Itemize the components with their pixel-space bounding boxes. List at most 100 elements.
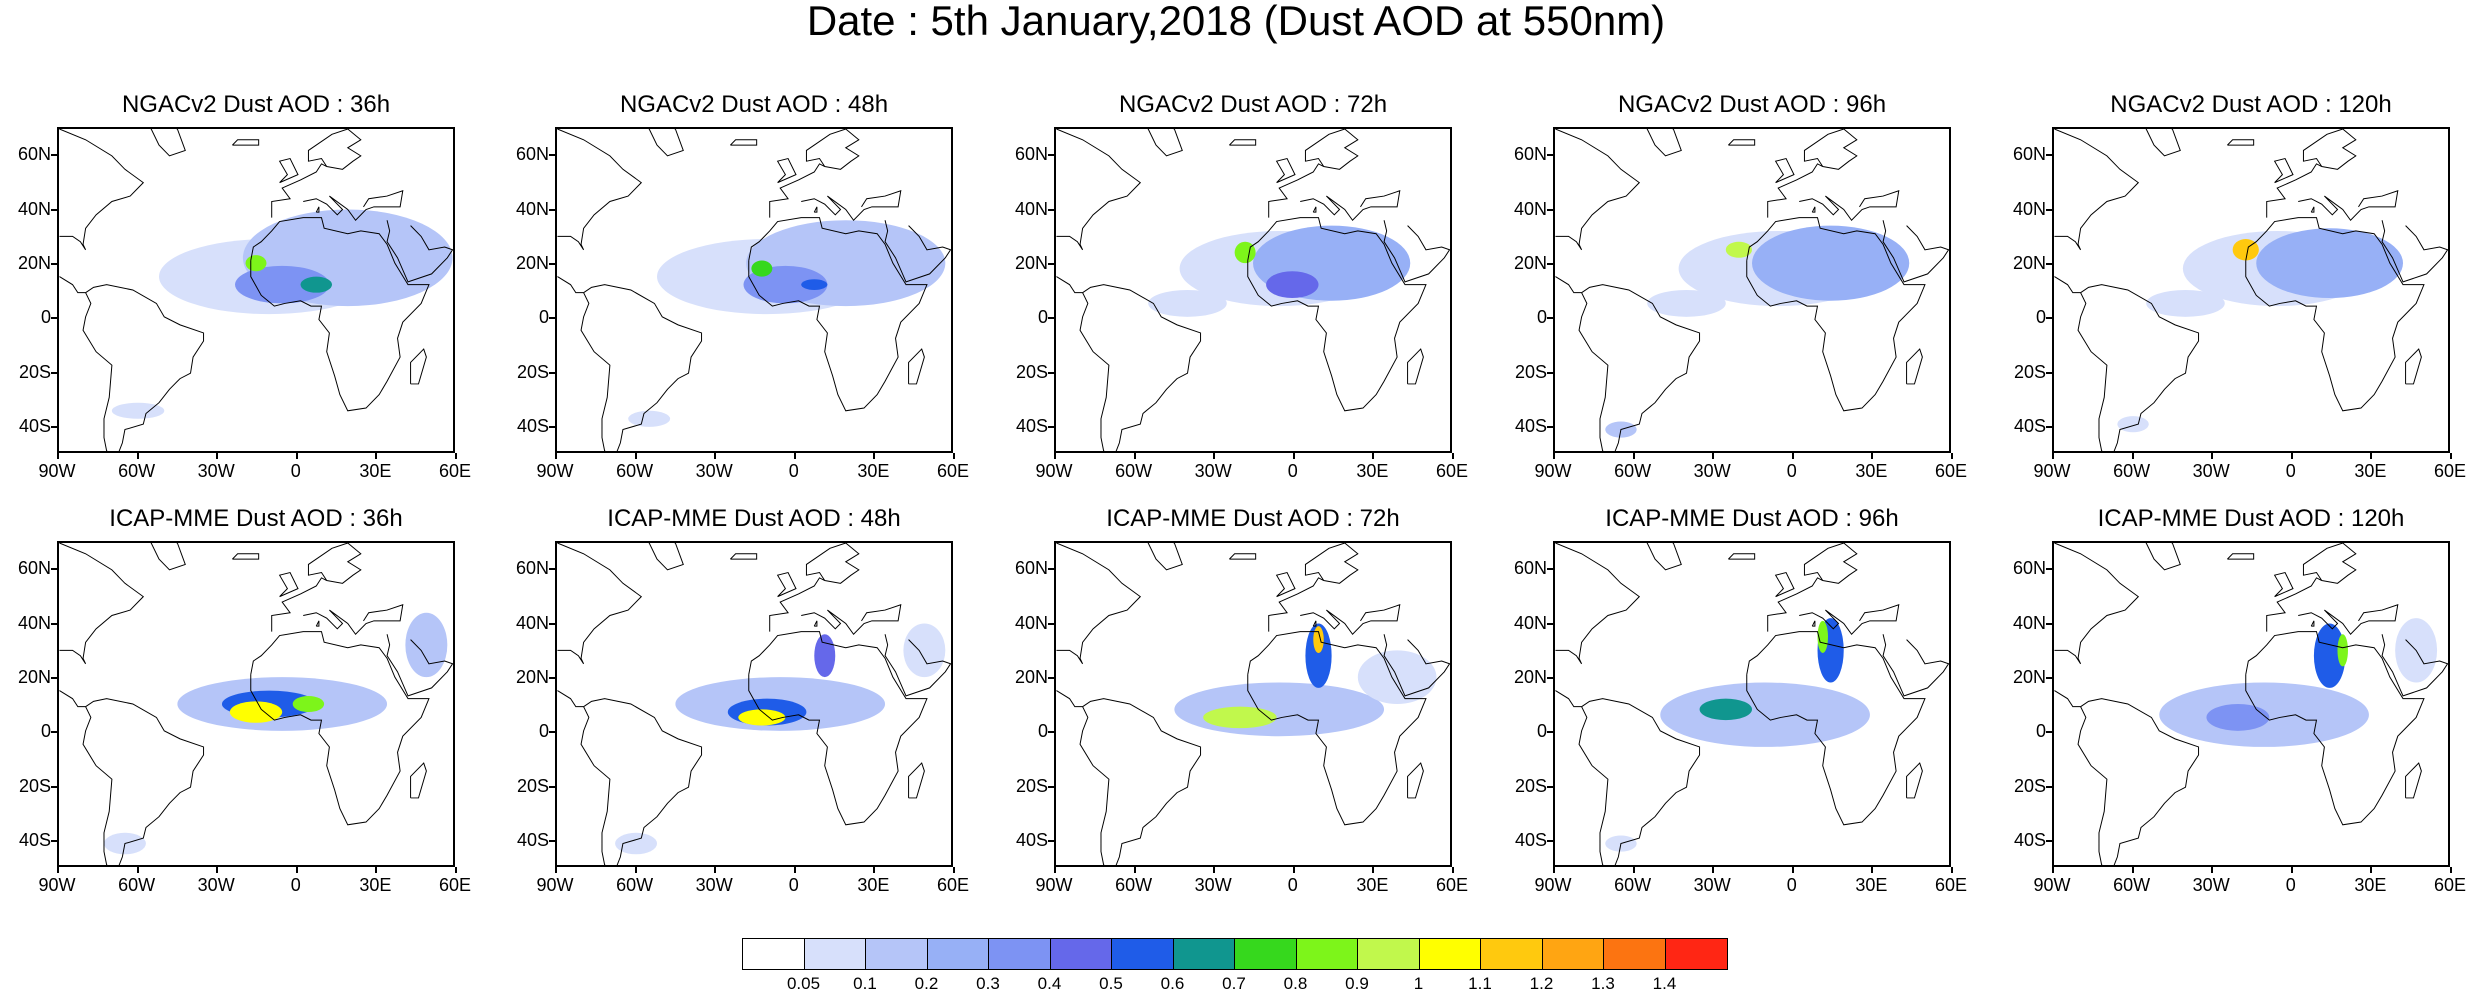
longitude-label: 0	[1287, 875, 1298, 895]
dust-plume	[615, 832, 658, 855]
latitude-tick	[1547, 262, 1553, 265]
coastline	[1555, 543, 1641, 665]
longitude-label: 60W	[616, 875, 654, 895]
coastline	[776, 571, 797, 598]
coastline	[410, 348, 427, 385]
coastline	[1275, 157, 1296, 184]
longitude-tick	[375, 453, 378, 459]
coastline	[59, 129, 145, 251]
latitude-label: 20S	[516, 361, 549, 382]
dust-plume	[1234, 241, 1256, 264]
latitude-label: 0	[40, 307, 51, 328]
longitude-tick	[555, 867, 557, 873]
map-panel	[555, 127, 953, 453]
latitude-tick	[1048, 317, 1054, 320]
longitude-tick	[2450, 453, 2452, 459]
coastline	[303, 190, 404, 222]
coastline	[648, 129, 684, 157]
latitude-label: 60N	[1014, 144, 1048, 165]
latitude-label: 40S	[516, 415, 549, 436]
longitude-tick	[634, 453, 637, 459]
longitude-tick	[2052, 867, 2054, 873]
latitude-tick	[549, 425, 555, 428]
longitude-tick	[953, 867, 955, 873]
coastline	[1268, 129, 1359, 218]
colorbar-swatch	[1235, 939, 1297, 969]
coastline	[59, 690, 86, 708]
latitude-tick	[51, 208, 57, 211]
latitude-tick	[2046, 568, 2052, 571]
latitude-tick	[1048, 425, 1054, 428]
coastline	[2273, 571, 2294, 598]
colorbar-label: 1.1	[1468, 974, 1492, 993]
coastline	[1229, 553, 1257, 560]
longitude-tick	[1553, 867, 1555, 873]
coastline	[59, 543, 145, 665]
latitude-tick	[2046, 317, 2052, 320]
longitude-tick	[1632, 453, 1635, 459]
coastline	[1312, 620, 1317, 627]
longitude-label: 30E	[857, 461, 890, 481]
dust-plume	[628, 410, 671, 427]
latitude-tick	[1048, 839, 1054, 842]
latitude-tick	[2046, 154, 2052, 157]
latitude-tick	[1048, 262, 1054, 265]
latitude-tick	[2046, 622, 2052, 625]
coastline	[2077, 284, 2200, 451]
coastline	[2298, 604, 2399, 636]
dust-plume	[1174, 682, 1385, 737]
coastline	[2054, 543, 2140, 665]
longitude-label: 60W	[118, 875, 156, 895]
latitude-tick	[1547, 839, 1553, 842]
latitude-tick	[2046, 785, 2052, 788]
coastline	[150, 543, 186, 571]
latitude-tick	[2046, 425, 2052, 428]
coastline	[278, 571, 299, 598]
longitude-label: 60W	[118, 461, 156, 481]
latitude-tick	[51, 785, 57, 788]
latitude-tick	[1547, 568, 1553, 571]
longitude-label: 60W	[1614, 875, 1652, 895]
longitude-tick	[57, 453, 59, 459]
latitude-tick	[1048, 154, 1054, 157]
coastline	[730, 139, 758, 146]
colorbar-swatch	[1358, 939, 1420, 969]
latitude-label: 20N	[1014, 666, 1048, 687]
longitude-tick	[2450, 867, 2452, 873]
longitude-tick	[1871, 453, 1874, 459]
longitude-tick	[1213, 867, 1216, 873]
coastline	[1147, 543, 1183, 571]
panel-title: ICAP-MME Dust AOD : 72h	[1106, 505, 1400, 532]
latitude-tick	[1048, 731, 1054, 734]
map-panel	[57, 127, 455, 453]
latitude-tick	[51, 568, 57, 571]
latitude-label: 20S	[516, 775, 549, 796]
latitude-tick	[1048, 371, 1054, 374]
latitude-label: 0	[1037, 721, 1048, 742]
latitude-label: 40N	[1513, 198, 1547, 219]
coastline	[1383, 634, 1450, 697]
coastline	[2298, 190, 2399, 222]
coastline	[1746, 631, 1926, 826]
longitude-label: 60W	[1614, 461, 1652, 481]
coastline	[2381, 634, 2448, 697]
longitude-label: 30E	[1356, 875, 1389, 895]
colorbar-swatch	[1542, 939, 1604, 969]
longitude-tick	[57, 867, 59, 873]
coastline	[1882, 220, 1949, 283]
longitude-tick	[136, 867, 139, 873]
longitude-label: 90W	[2033, 875, 2071, 895]
coastline	[410, 762, 427, 799]
latitude-label: 40S	[1514, 829, 1547, 850]
longitude-label: 30W	[1194, 461, 1232, 481]
colorbar-swatch	[866, 939, 928, 969]
longitude-tick	[375, 867, 378, 873]
coastline	[1882, 634, 1949, 697]
longitude-label: 0	[290, 875, 301, 895]
longitude-tick	[2370, 867, 2373, 873]
latitude-tick	[1048, 785, 1054, 788]
latitude-label: 20S	[18, 775, 51, 796]
latitude-label: 0	[2035, 307, 2046, 328]
dust-aod-map	[2054, 543, 2448, 865]
coastline	[1056, 543, 1142, 665]
